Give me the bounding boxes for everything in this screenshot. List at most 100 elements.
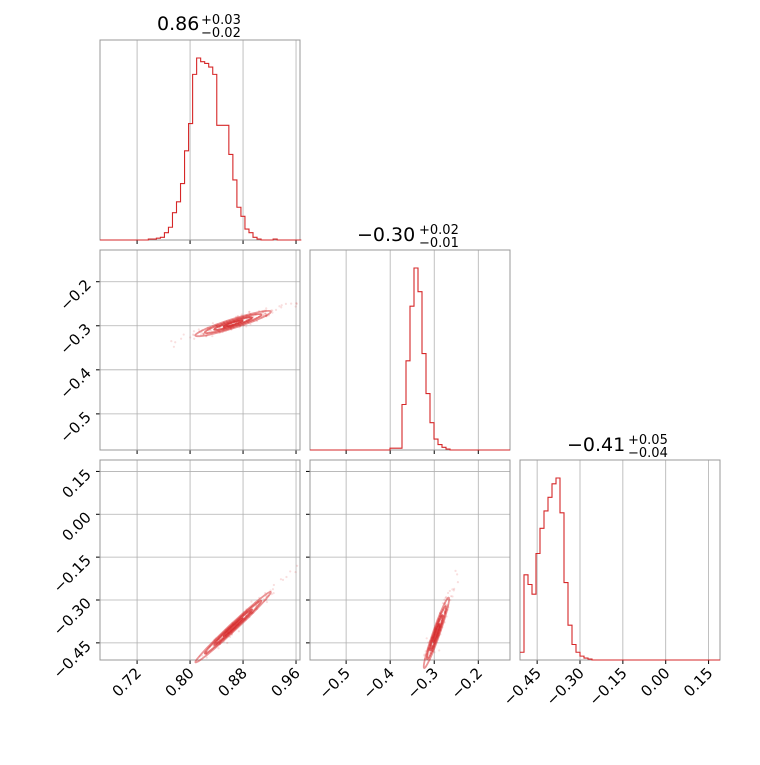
sample-point [270, 309, 273, 312]
sample-point [265, 315, 268, 318]
sample-point [433, 651, 436, 654]
contour-level [422, 596, 451, 670]
title-param-1: −0.30 +0.02 −0.01 [357, 223, 459, 251]
sample-point [245, 608, 248, 611]
contour-level [213, 316, 254, 331]
panel-frame [519, 459, 721, 661]
contours-1-0 [170, 302, 298, 348]
contour-level [213, 608, 253, 647]
sample-point [262, 598, 266, 601]
sample-point [445, 596, 448, 599]
sample-point [290, 302, 293, 305]
sample-point [443, 621, 446, 624]
sample-point [443, 602, 446, 605]
panel-0-0 [99, 39, 301, 244]
title-0-minus: −0.02 [201, 26, 241, 41]
sample-point [218, 331, 221, 334]
sample-point [201, 329, 204, 332]
sample-point [424, 650, 427, 653]
sample-point [172, 345, 176, 348]
sample-point [279, 578, 283, 581]
sample-point [222, 640, 225, 643]
sample-point [242, 324, 245, 327]
plot-panels: −0.5−0.4−0.3−0.20.72 0.80 0.88 0.96−0.45−0.… [50, 39, 721, 709]
sample-point [445, 615, 448, 618]
sample-point [271, 588, 275, 591]
y-tick-label: −0.5 [56, 408, 94, 446]
x-tick-label: −0.2 [448, 664, 486, 702]
sample-point [448, 589, 451, 593]
sample-point [208, 330, 211, 333]
sample-point [191, 333, 195, 336]
x-tick-label: 0.72 [109, 664, 145, 700]
sample-point [255, 319, 259, 323]
sample-point [170, 340, 173, 343]
histogram-0 [100, 57, 302, 241]
x-tick-label: 0.15 [680, 664, 716, 700]
sample-point [272, 583, 275, 587]
x-tick-label: 0.96 [268, 664, 304, 700]
sample-point [200, 333, 203, 336]
contours-2-0 [194, 564, 299, 664]
sample-point [234, 315, 238, 318]
sample-point [453, 587, 456, 590]
title-1-plus: +0.02 [419, 223, 459, 238]
sample-point [264, 309, 268, 312]
sample-point [237, 630, 240, 633]
sample-point [452, 589, 455, 592]
x-tick-label: 0.88 [215, 664, 251, 700]
x-tick-label: −0.30 [543, 664, 588, 709]
sample-point [454, 569, 457, 572]
contour-level [194, 310, 272, 338]
sample-point [221, 330, 224, 334]
sample-point [446, 604, 450, 607]
x-tick-label: −0.4 [360, 664, 398, 702]
title-2-value: −0.41 [567, 434, 625, 456]
title-2-plus: +0.05 [628, 433, 668, 448]
histogram-2 [520, 477, 720, 661]
panel-frame [99, 39, 301, 241]
sample-point [205, 656, 208, 659]
contour-level [203, 313, 263, 335]
sample-point [446, 608, 449, 611]
y-tick-label: 0.00 [58, 508, 94, 544]
sample-point [265, 314, 268, 317]
y-tick-label: −0.2 [56, 276, 94, 314]
sample-point [280, 304, 283, 307]
sample-point [451, 588, 454, 591]
sample-point [192, 330, 196, 333]
sample-point [449, 599, 452, 602]
contour-level [203, 599, 263, 655]
sample-point [438, 649, 441, 652]
contour-level [222, 617, 244, 638]
sample-point [267, 594, 270, 597]
sample-point [444, 596, 447, 600]
x-tick-label: −0.5 [315, 664, 353, 702]
x-tick-label: −0.3 [404, 664, 442, 702]
contours-2-1 [422, 569, 460, 670]
contour-level [194, 591, 272, 664]
sample-point [295, 302, 298, 305]
sample-point [271, 309, 274, 312]
sample-point [294, 305, 297, 308]
sample-point [265, 598, 268, 602]
sample-point [423, 657, 427, 660]
sample-point [278, 305, 281, 308]
contour-level [222, 319, 244, 328]
sample-point [193, 334, 196, 337]
sample-point [240, 313, 243, 316]
y-tick-label: 0.15 [58, 466, 94, 502]
sample-point [261, 311, 264, 314]
sample-point [211, 322, 214, 325]
x-tick-label: 0.00 [637, 664, 673, 700]
sample-point [201, 654, 204, 657]
sample-point [229, 635, 232, 639]
panel-2-1: −0.5 −0.4 −0.3 −0.2 [306, 459, 511, 703]
sample-point [202, 333, 205, 336]
sample-point [198, 655, 201, 658]
sample-point [193, 337, 196, 340]
sample-point [264, 314, 268, 318]
contour-level [425, 605, 447, 661]
sample-point [423, 654, 426, 657]
